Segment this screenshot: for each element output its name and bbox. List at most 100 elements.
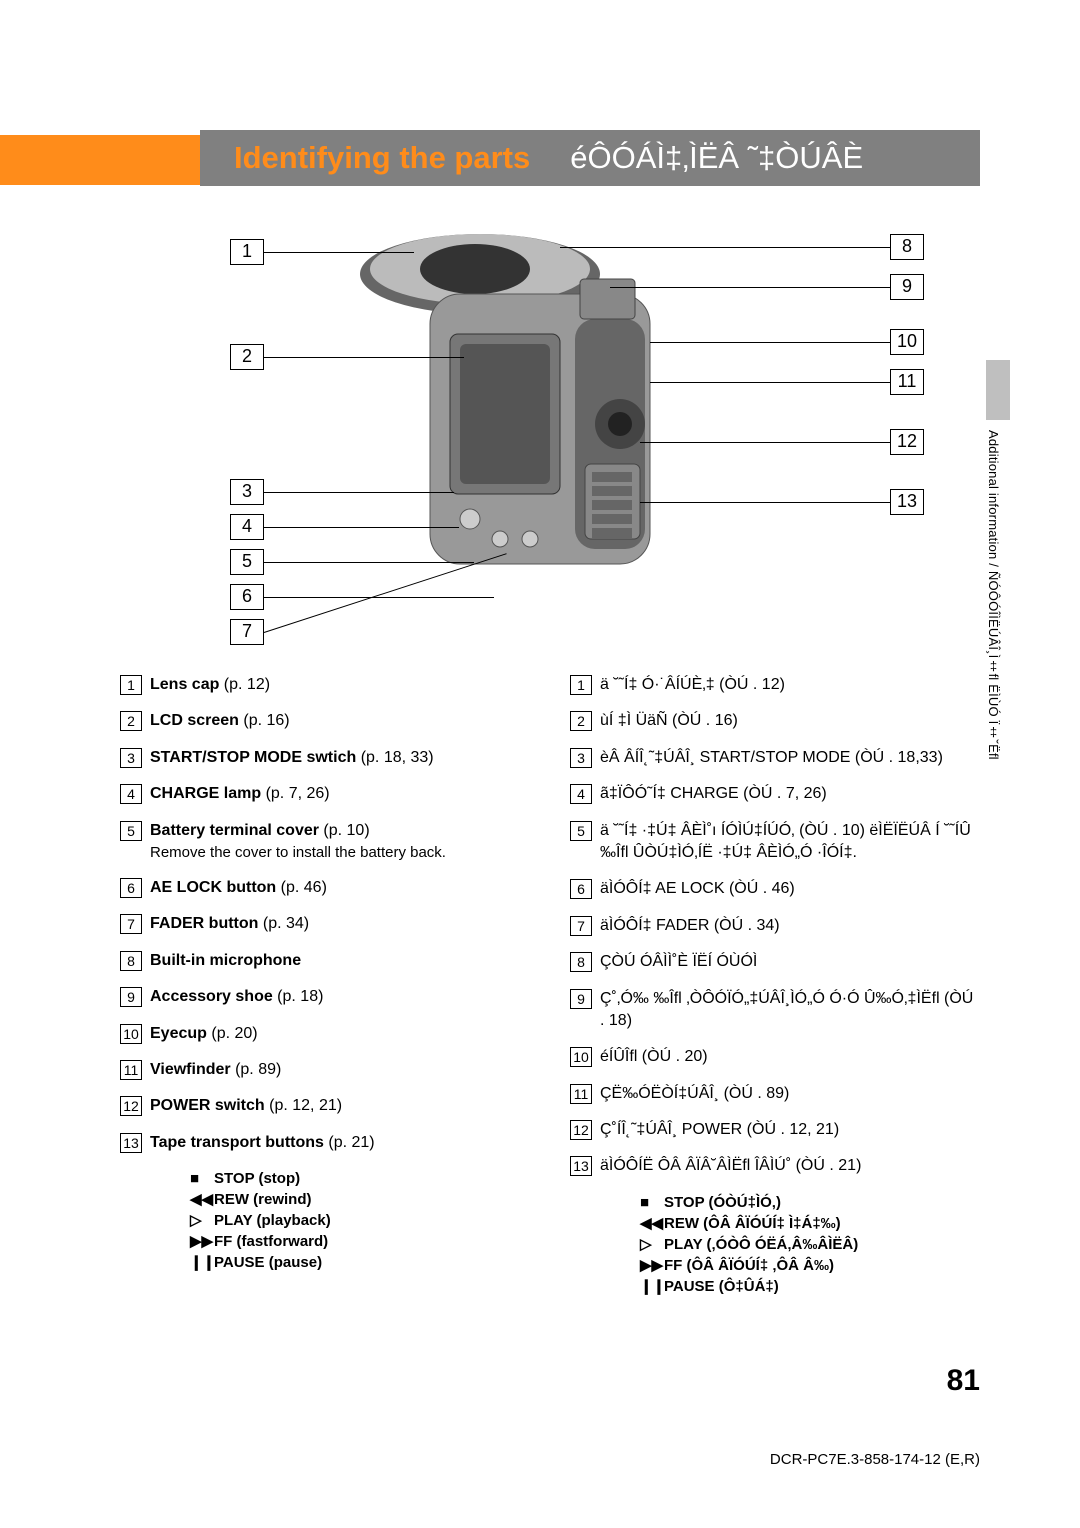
item-number: 3 — [120, 748, 142, 768]
transport-label: PLAY (playback) — [214, 1210, 331, 1231]
title-right: éÔÓÁÌ‡‚ÌËÂ ˜‡ÒÚÂÈ — [570, 140, 863, 176]
page-number: 81 — [947, 1364, 980, 1398]
list-item: 12POWER switch (p. 12, 21) — [120, 1095, 530, 1117]
parts-diagram: 1 2 3 4 5 6 7 8 9 10 11 12 13 — [120, 214, 980, 644]
list-item: 13Tape transport buttons (p. 21) — [120, 1132, 530, 1154]
transport-icon: ❙❙ — [640, 1276, 658, 1297]
item-number: 6 — [570, 879, 592, 899]
list-item: 7 FADER button (p. 34) — [120, 913, 530, 935]
item-number: 4 — [570, 784, 592, 804]
item-ref: (p. 18, 33) — [356, 749, 433, 766]
transport-sub-item: ❙❙PAUSE (pause) — [190, 1252, 530, 1273]
item-number: 9 — [120, 987, 142, 1007]
left-column: 1Lens cap (p. 12) 2LCD screen (p. 16) 3STA… — [120, 674, 530, 1297]
transport-label: STOP (stop) — [214, 1168, 300, 1189]
transport-sub-item: ▷PLAY (playback) — [190, 1210, 530, 1231]
item-number: 5 — [570, 821, 592, 841]
item-text: ùÍ ‡Ì ÜäÑ (ÒÚ . 16) — [600, 710, 980, 732]
item-ref: (p. 34) — [258, 915, 309, 932]
item-text: ÇË‰ÓËÒÍ‡ÚÂÎ¸ (ÒÚ . 89) — [600, 1083, 980, 1105]
item-number: 10 — [570, 1047, 592, 1067]
list-item: 2LCD screen (p. 16) — [120, 710, 530, 732]
transport-icon: ■ — [190, 1168, 208, 1189]
callout-9: 9 — [890, 274, 924, 300]
item-number: 9 — [570, 989, 592, 1009]
item-ref: (p. 18) — [273, 988, 324, 1005]
transport-icon: ▶▶ — [640, 1255, 658, 1276]
transport-icon: ◀◀ — [190, 1189, 208, 1210]
list-item: 11 ÇË‰ÓËÒÍ‡ÚÂÎ¸ (ÒÚ . 89) — [570, 1083, 980, 1105]
item-number: 3 — [570, 748, 592, 768]
list-item: 9 Ç˚‚Ó‰ ‰Îﬂ ‚ÒÔÓÏÓ„‡ÚÂÎ¸ÌÓ„Ó Ó·Ó Û‰Ó‚‡ÌËﬂ… — [570, 988, 980, 1033]
item-label: POWER switch — [150, 1097, 265, 1114]
transport-sub-item: ❙❙PAUSE (Ô‡ÛÁ‡) — [640, 1276, 980, 1297]
transport-label: REW (rewind) — [214, 1189, 312, 1210]
item-text: ÇÒÚ ÓÂÌÌ˚È ÏËÍ ÓÙÓÌ — [600, 951, 980, 973]
list-item: 1ä ˘˜Í‡ Ó·˙ÂÍÚÈ‚‡ (ÒÚ . 12) — [570, 674, 980, 696]
item-text: Ç˚‚Ó‰ ‰Îﬂ ‚ÒÔÓÏÓ„‡ÚÂÎ¸ÌÓ„Ó Ó·Ó Û‰Ó‚‡ÌËﬂ … — [600, 988, 980, 1033]
list-item: 8Built-in microphone — [120, 950, 530, 972]
transport-icon: ◀◀ — [640, 1213, 658, 1234]
transport-sub-item: ▶▶FF (ÔÂ ÂÏÓÚÍ‡ ‚ÔÂ Â‰) — [640, 1255, 980, 1276]
item-label: Accessory shoe — [150, 988, 273, 1005]
callout-11: 11 — [890, 369, 924, 395]
item-text: äÌÓÔÍ‡ FADER (ÒÚ . 34) — [600, 915, 980, 937]
list-item: 10Eyecup (p. 20) — [120, 1023, 530, 1045]
callout-3: 3 — [230, 479, 264, 505]
transport-label: PAUSE (pause) — [214, 1252, 322, 1273]
item-ref: (p. 89) — [231, 1061, 282, 1078]
item-ref: (p. 12) — [219, 676, 270, 693]
item-text: äÌÓÔÍ‡ AE LOCK (ÒÚ . 46) — [600, 878, 980, 900]
callout-8: 8 — [890, 234, 924, 260]
item-text: ä ˘˜Í‡ ·‡Ú‡ ÂÈÌ˚ı ÍÓÌÚ‡ÍÚÓ‚ (ÒÚ . 10) ëÌ… — [600, 820, 980, 865]
item-number: 11 — [570, 1084, 592, 1104]
callout-1: 1 — [230, 239, 264, 265]
transport-label: REW (ÔÂ ÂÏÓÚÍ‡ Ì‡Á‡‰) — [664, 1213, 841, 1234]
item-number: 2 — [120, 711, 142, 731]
callout-12: 12 — [890, 429, 924, 455]
list-item: 3START/STOP MODE swtich (p. 18, 33) — [120, 747, 530, 769]
list-item: 7 äÌÓÔÍ‡ FADER (ÒÚ . 34) — [570, 915, 980, 937]
list-item: 12Ç˚ÍÎ˛˜‡ÚÂÎ¸ POWER (ÒÚ . 12, 21) — [570, 1119, 980, 1141]
item-number: 1 — [120, 675, 142, 695]
item-number: 12 — [570, 1120, 592, 1140]
item-label: AE LOCK button — [150, 879, 276, 896]
item-text: äÌÓÔÍË ÔÂ ÂÏÂ˘ÂÌËﬂ ÎÂÌÚ˚ (ÒÚ . 21) — [600, 1155, 980, 1177]
callout-2: 2 — [230, 344, 264, 370]
item-ref: (p. 46) — [276, 879, 327, 896]
item-ref: (p. 21) — [324, 1134, 375, 1151]
item-number: 7 — [570, 916, 592, 936]
transport-sub-item: ■STOP (ÓÒÚ‡ÌÓ‚) — [640, 1192, 980, 1213]
item-number: 6 — [120, 878, 142, 898]
item-number: 7 — [120, 914, 142, 934]
list-item: 8 ÇÒÚ ÓÂÌÌ˚È ÏËÍ ÓÙÓÌ — [570, 951, 980, 973]
columns: 1Lens cap (p. 12) 2LCD screen (p. 16) 3STA… — [120, 674, 980, 1297]
camcorder-illustration — [320, 224, 740, 624]
transport-sub-item: ◀◀ REW (rewind) — [190, 1189, 530, 1210]
item-ref: (p. 10) — [319, 822, 370, 839]
list-item: 13äÌÓÔÍË ÔÂ ÂÏÂ˘ÂÌËﬂ ÎÂÌÚ˚ (ÒÚ . 21) — [570, 1155, 980, 1177]
item-number: 5 — [120, 821, 142, 841]
transport-sub-item: ▷PLAY (‚ÓÒÔ ÓËÁ‚Â‰ÂÌËÂ) — [640, 1234, 980, 1255]
item-number: 1 — [570, 675, 592, 695]
footer-code: DCR-PC7E.3-858-174-12 (E,R) — [770, 1451, 980, 1468]
item-number: 12 — [120, 1096, 142, 1116]
list-item: 4CHARGE lamp (p. 7, 26) — [120, 783, 530, 805]
item-label: Viewfinder — [150, 1061, 231, 1078]
list-item: 1Lens cap (p. 12) — [120, 674, 530, 696]
list-item: 9 Accessory shoe (p. 18) — [120, 986, 530, 1008]
list-item: 6 AE LOCK button (p. 46) — [120, 877, 530, 899]
transport-label: FF (fastforward) — [214, 1231, 328, 1252]
item-ref: (p. 16) — [239, 712, 290, 729]
item-text: ã‡ÏÔÓ˜Í‡ CHARGE (ÒÚ . 7, 26) — [600, 783, 980, 805]
item-number: 4 — [120, 784, 142, 804]
transport-sub-item: ■ STOP (stop) — [190, 1168, 530, 1189]
item-number: 13 — [120, 1133, 142, 1153]
item-number: 8 — [570, 952, 592, 972]
item-number: 8 — [120, 951, 142, 971]
list-item: 5Battery terminal cover (p. 10)Remove th… — [120, 820, 530, 863]
side-tab: Additional information / ÑÓÔÓÎÌËÚÂÎ¸Ì‡ﬂ … — [986, 420, 1010, 900]
list-item: 5 ä ˘˜Í‡ ·‡Ú‡ ÂÈÌ˚ı ÍÓÌÚ‡ÍÚÓ‚ (ÒÚ . 10) ë… — [570, 820, 980, 865]
item-label: FADER button — [150, 915, 258, 932]
item-text: èÂ ÂÍÎ˛˜‡ÚÂÎ¸ START/STOP MODE (ÒÚ . 18,3… — [600, 747, 980, 769]
